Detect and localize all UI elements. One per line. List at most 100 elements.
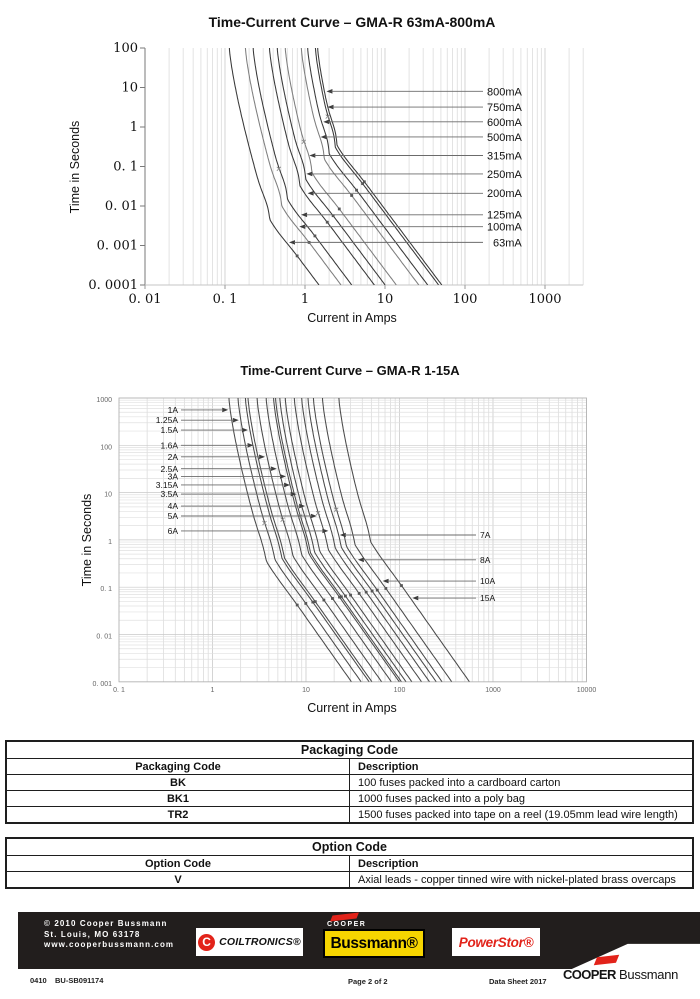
svg-text:600mA: 600mA [487,117,523,129]
option-code-table: Option Code Option Code Description V Ax… [5,837,694,889]
svg-text:0. 001: 0. 001 [97,239,138,254]
cooper-bussmann-logo: COOPER Bussmann® [323,912,425,958]
svg-text:1.5A: 1.5A [161,425,179,435]
chart-title: Time-Current Curve – GMA-R 1-15A [240,363,460,378]
svg-text:1A: 1A [168,405,179,415]
brand-bussmann-text: Bussmann [615,967,679,982]
svg-text:10: 10 [104,492,112,499]
description-cell: 1500 fuses packed into tape on a reel (1… [349,806,694,824]
svg-text:10A: 10A [480,576,495,586]
svg-text:3A: 3A [168,471,179,481]
description-header: Description [349,758,694,775]
svg-text:0. 0001: 0. 0001 [88,278,138,293]
company-address: © 2010 Cooper Bussmann St. Louis, MO 631… [44,919,174,951]
svg-text:0. 01: 0. 01 [105,199,138,214]
description-cell: Axial leads - copper tinned wire with ni… [349,871,694,889]
packaging-code-table: Packaging Code Packaging Code Descriptio… [5,740,694,824]
x-axis-title: Current in Amps [307,311,397,325]
svg-text:0. 1: 0. 1 [113,160,138,175]
table-row: V Axial leads - copper tinned wire with … [5,871,694,889]
coiltronics-logo: C COILTRONICS® [196,928,303,956]
svg-text:10: 10 [302,687,310,694]
fuse-curves [228,48,443,285]
svg-text:0. 1: 0. 1 [113,687,125,694]
svg-text:100: 100 [453,292,478,307]
table-row: TR2 1500 fuses packed into tape on a ree… [5,806,694,824]
x-axis-title: Current in Amps [307,701,397,715]
svg-text:0. 1: 0. 1 [100,586,112,593]
chart-title: Time-Current Curve – GMA-R 63mA-800mA [209,14,496,30]
svg-text:1: 1 [301,292,309,307]
svg-text:1000: 1000 [528,292,561,307]
cooper-bussmann-brandmark: COOPER Bussmann [563,954,697,982]
packaging-code-cell: BK [5,774,350,791]
svg-text:250mA: 250mA [487,169,523,181]
y-axis-title: Time in Seconds [68,121,82,214]
svg-text:5A: 5A [168,511,179,521]
svg-text:3.5A: 3.5A [161,489,179,499]
svg-text:6A: 6A [168,526,179,536]
svg-text:10: 10 [121,81,138,96]
y-axis-title: Time in Seconds [80,494,94,587]
option-table-title: Option Code [5,837,694,856]
svg-text:1.6A: 1.6A [161,440,179,450]
curve-callouts: 800mA 750mA 600mA 500mA 315mA 250mA 200mA 125mA… [288,86,523,249]
packaging-table-title: Packaging Code [5,740,694,759]
svg-text:1: 1 [130,120,138,135]
svg-text:3.15A: 3.15A [156,480,179,490]
svg-text:200mA: 200mA [487,188,523,200]
packaging-code-cell: BK1 [5,790,350,807]
time-current-chart-63ma-800ma: 800mA 750mA 600mA 500mA 315mA 250mA 200mA 125mA… [68,14,584,325]
cooper-flag-icon [593,954,620,966]
bussmann-wordmark: Bussmann® [323,929,425,958]
copyright-line: © 2010 Cooper Bussmann [44,919,168,928]
svg-text:750mA: 750mA [487,102,523,114]
svg-text:100: 100 [100,444,112,451]
page-number: Page 2 of 2 [348,977,388,986]
svg-text:800mA: 800mA [487,86,523,98]
description-header: Description [349,855,694,872]
svg-text:2.5A: 2.5A [161,464,179,474]
svg-text:1.25A: 1.25A [156,415,179,425]
table-row: BK 100 fuses packed into a cardboard car… [5,774,694,791]
description-cell: 1000 fuses packed into a poly bag [349,790,694,807]
svg-text:2A: 2A [168,452,179,462]
powerstor-wordmark: PowerStor® [458,934,534,950]
svg-text:500mA: 500mA [487,132,523,144]
address-line: St. Louis, MO 63178 [44,929,141,939]
svg-text:0. 01: 0. 01 [96,634,112,641]
powerstor-logo: PowerStor® [452,928,540,956]
svg-text:100: 100 [113,41,138,56]
svg-text:7A: 7A [480,530,491,540]
brand-cooper-text: COOPER [563,967,616,982]
datasheet-label: Data Sheet 2017 [489,977,547,986]
svg-text:4A: 4A [168,501,179,511]
svg-text:125mA: 125mA [487,210,523,222]
svg-text:100: 100 [394,687,406,694]
packaging-code-header: Packaging Code [5,758,350,775]
footer-brand-bar: © 2010 Cooper Bussmann St. Louis, MO 631… [18,912,700,969]
description-cell: 100 fuses packed into a cardboard carton [349,774,694,791]
svg-text:0. 1: 0. 1 [213,292,238,307]
coiltronics-icon: C [198,933,216,951]
svg-text:1: 1 [211,687,215,694]
svg-text:1000: 1000 [96,397,112,404]
svg-text:315mA: 315mA [487,150,523,162]
cooper-wordmark-small: COOPER [327,921,367,928]
option-code-cell: V [5,871,350,889]
fuse-curves [228,398,470,682]
svg-text:15A: 15A [480,593,495,603]
svg-text:63mA: 63mA [493,237,522,249]
packaging-code-cell: TR2 [5,806,350,824]
svg-text:0. 01: 0. 01 [128,292,161,307]
svg-text:1: 1 [108,539,112,546]
svg-text:10: 10 [377,292,394,307]
option-code-header: Option Code [5,855,350,872]
svg-text:8A: 8A [480,555,491,565]
table-row: BK1 1000 fuses packed into a poly bag [5,790,694,807]
